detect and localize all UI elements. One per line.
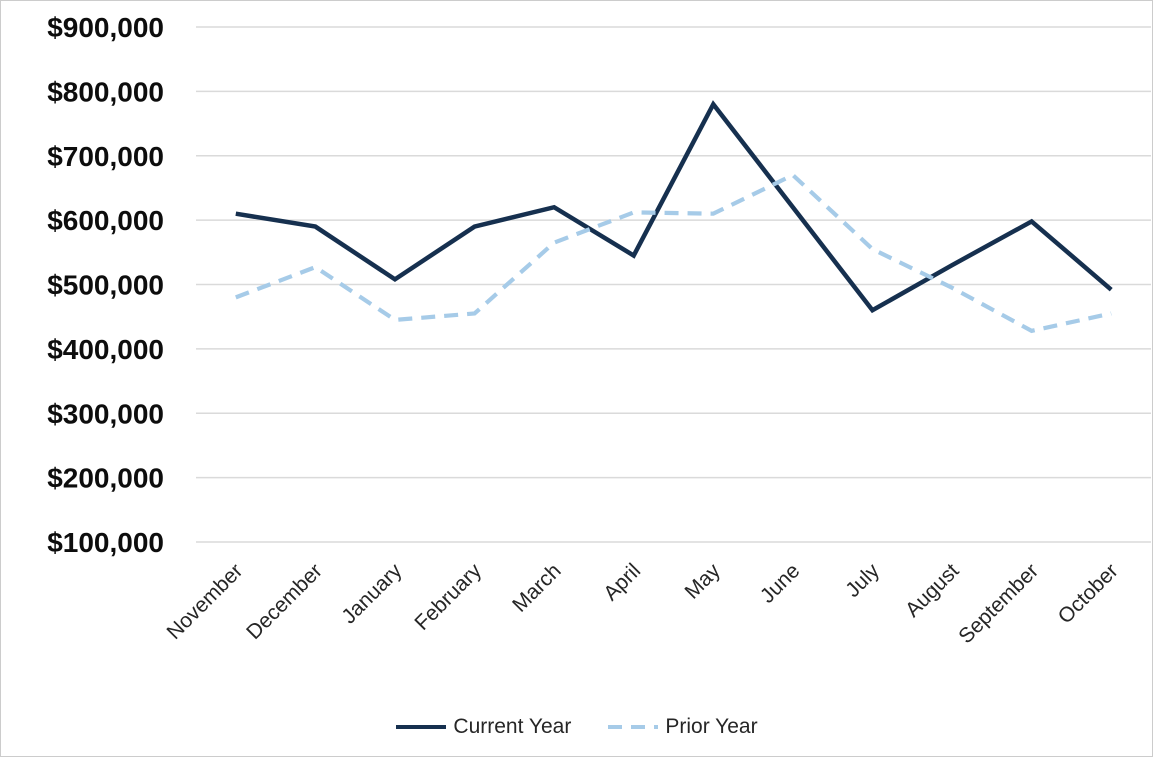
x-axis-tick-label: August	[901, 559, 964, 622]
current-year-line-swatch-icon	[396, 725, 447, 729]
chart-legend: Current Year Prior Year	[1, 705, 1152, 749]
x-axis-tick-label: September	[954, 559, 1043, 648]
y-axis-tick-label: $300,000	[47, 398, 164, 429]
x-axis-tick-label: October	[1054, 559, 1123, 628]
x-axis-tick-label: March	[508, 559, 566, 617]
y-axis-tick-label: $600,000	[47, 205, 164, 236]
x-axis-tick-label: May	[681, 559, 726, 604]
legend-label-current-year: Current Year	[453, 715, 572, 738]
x-axis-tick-label: April	[599, 559, 645, 605]
y-axis-tick-label: $400,000	[47, 334, 164, 365]
y-axis-tick-label: $100,000	[47, 527, 164, 558]
legend-item-current-year: Current Year	[395, 715, 571, 739]
legend-item-prior-year: Prior Year	[607, 715, 758, 739]
prior-year-line	[235, 172, 1112, 334]
x-axis-tick-label: January	[337, 559, 406, 628]
x-axis-tick-label: July	[841, 559, 884, 602]
y-axis-tick-label: $700,000	[47, 141, 164, 172]
legend-label-prior-year: Prior Year	[665, 715, 758, 738]
x-axis-tick-label: June	[756, 559, 804, 607]
y-axis-tick-label: $200,000	[47, 463, 164, 494]
current-year-line	[235, 100, 1113, 314]
x-axis-tick-label: November	[163, 559, 248, 644]
sales-line-chart: $900,000 $800,000 $700,000 $600,000 $500,000…	[47, 12, 1151, 648]
prior-year-line-swatch-icon	[608, 725, 659, 729]
x-axis-tick-label: December	[242, 559, 327, 644]
y-axis-tick-label: $900,000	[47, 12, 164, 43]
y-axis-tick-label: $800,000	[47, 76, 164, 107]
x-axis-tick-label: February	[410, 559, 486, 635]
y-axis-tick-label: $500,000	[47, 270, 164, 301]
